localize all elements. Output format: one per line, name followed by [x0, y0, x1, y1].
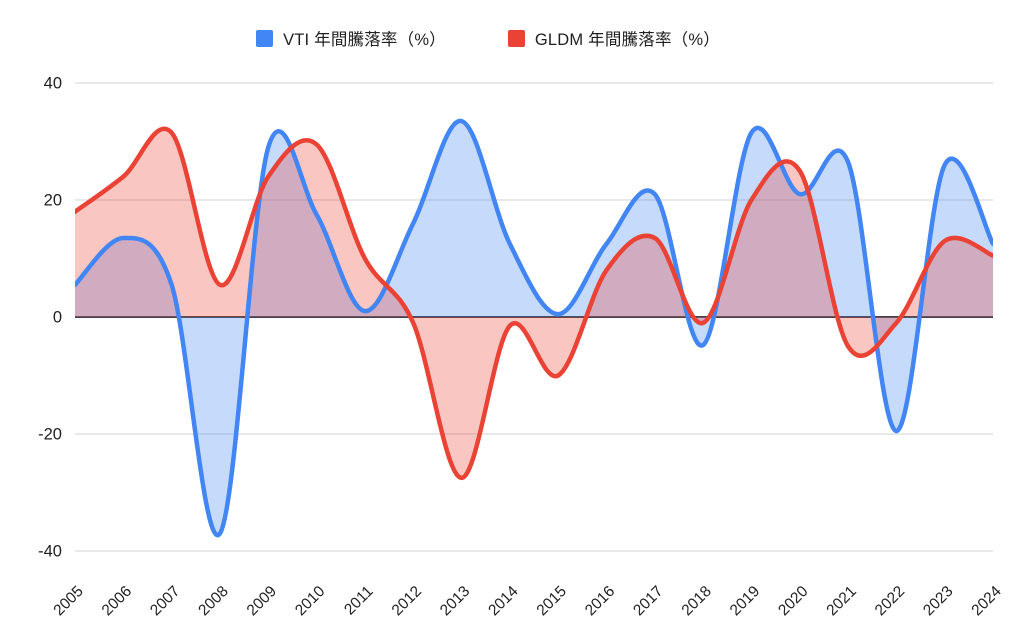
x-axis-label-2020: 2020 [775, 583, 812, 620]
gldm-legend-label: GLDM 年間騰落率（%） [534, 31, 720, 49]
y-axis-label--40: -40 [38, 543, 62, 561]
x-axis-label-2021: 2021 [823, 583, 859, 619]
y-axis-label-20: 20 [44, 192, 62, 210]
x-axis-label-2017: 2017 [630, 583, 666, 619]
x-axis-label-2015: 2015 [534, 583, 570, 619]
gldm-line [75, 126, 993, 481]
x-axis-label-2012: 2012 [389, 583, 425, 619]
vti-area [75, 120, 993, 536]
x-axis-label-2013: 2013 [437, 583, 473, 619]
y-axis-label-40: 40 [44, 75, 62, 93]
x-axis-label-2011: 2011 [341, 583, 377, 619]
x-axis-label-2007: 2007 [147, 583, 183, 619]
x-axis-label-2022: 2022 [872, 583, 908, 619]
vti-legend-swatch-icon [256, 29, 274, 47]
x-axis-label-2008: 2008 [195, 583, 231, 619]
y-axis-label-0: 0 [53, 309, 62, 327]
x-axis-label-2019: 2019 [727, 583, 763, 619]
x-axis-label-2023: 2023 [920, 583, 956, 619]
x-axis-label-2018: 2018 [679, 583, 715, 619]
x-axis-label-2010: 2010 [292, 583, 329, 620]
chart-legend: VTI 年間騰落率（%） GLDM 年間騰落率（%） [0, 26, 976, 50]
legend-item-vti[interactable]: VTI 年間騰落率（%） [256, 26, 446, 50]
gldm-area [75, 128, 993, 478]
x-axis-label-2009: 2009 [244, 583, 280, 619]
gldm-legend-swatch-icon [507, 29, 525, 47]
x-axis-label-2005: 2005 [50, 583, 86, 619]
x-axis-label-2014: 2014 [485, 583, 522, 620]
vti-legend-label: VTI 年間騰落率（%） [283, 31, 446, 49]
x-axis-label-2006: 2006 [99, 583, 135, 619]
x-axis-label-2024: 2024 [968, 583, 1005, 620]
legend-item-gldm[interactable]: GLDM 年間騰落率（%） [507, 26, 720, 50]
vti-line [75, 118, 993, 538]
y-axis-label--20: -20 [38, 426, 62, 444]
x-axis-label-2016: 2016 [582, 583, 618, 619]
